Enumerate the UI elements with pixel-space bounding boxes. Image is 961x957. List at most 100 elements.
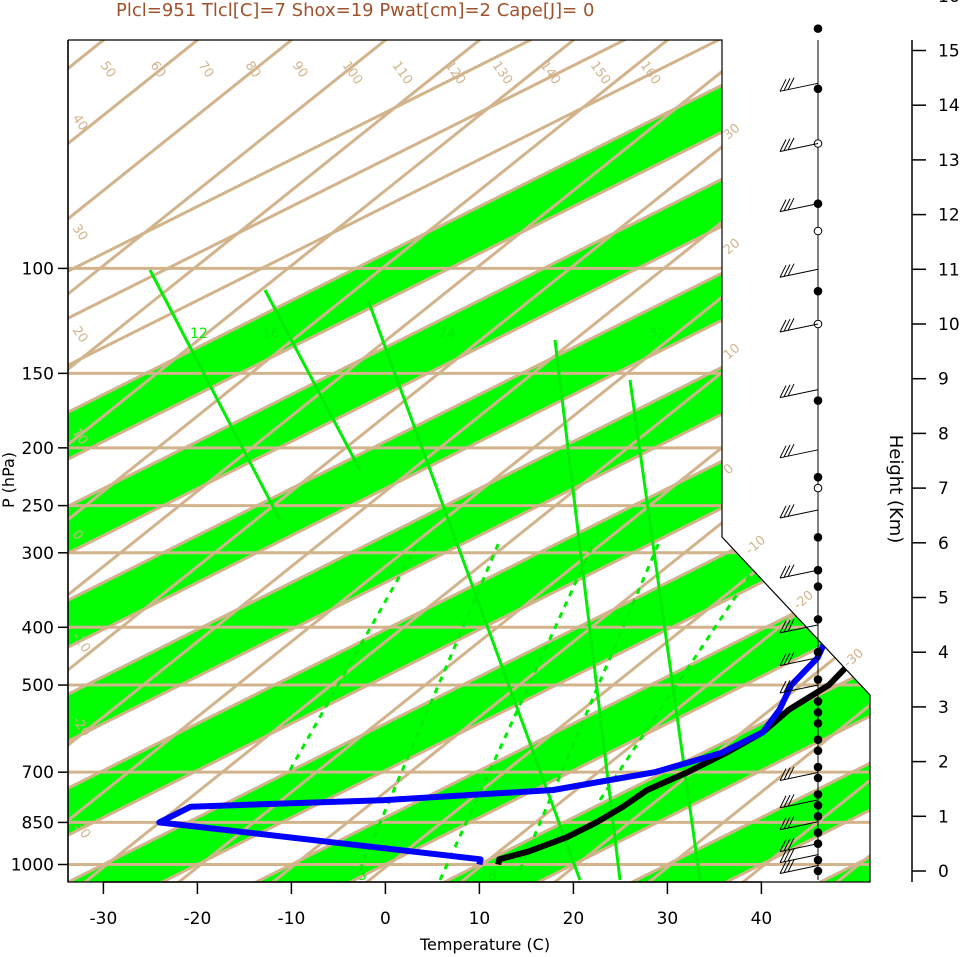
- mixing-ratio-solid: [148, 269, 282, 521]
- wind-barb: [779, 137, 819, 152]
- wind-level-dot: [813, 533, 823, 542]
- isotherm-top-label: 150: [587, 59, 614, 88]
- isotherm-line: [68, 40, 870, 882]
- height-tick-label: 13: [938, 151, 960, 171]
- wind-barb: [779, 504, 819, 519]
- height-tick-label: 11: [938, 260, 960, 280]
- wind-level-dot: [813, 396, 823, 405]
- temperature-tick-label: -20: [184, 909, 212, 929]
- height-axis-label: Height (Km): [885, 435, 906, 544]
- mixing-ratio-label: 12: [190, 326, 208, 342]
- wind-level-dot: [813, 615, 823, 624]
- wind-level-dot: [813, 746, 823, 755]
- wind-level-dot: [813, 762, 823, 772]
- height-tick-label: 2: [938, 753, 949, 773]
- wind-barb: [779, 318, 819, 333]
- height-tick-label: 9: [938, 370, 949, 390]
- height-tick-label: 6: [938, 534, 949, 554]
- moist-band: [216, 40, 870, 882]
- pressure-tick-label: 700: [22, 763, 54, 783]
- wind-barb: [779, 766, 819, 782]
- height-tick-label: 7: [938, 479, 949, 499]
- isotherm-top-label: 130: [489, 59, 516, 88]
- dry-adiabat-line: [623, 40, 870, 882]
- height-tick-label: 10: [938, 315, 960, 335]
- wind-level-dot: [813, 866, 823, 876]
- isotherm-line: [68, 40, 870, 882]
- wind-barb: [779, 383, 819, 399]
- isotherm-left-label: 30: [69, 222, 91, 244]
- pressure-axis: 100 150 200 250 300 400 500 700 850 1000: [11, 40, 69, 882]
- dry-adiabat-line: [68, 40, 600, 882]
- mixing-ratio-dashed: [288, 539, 422, 771]
- wind-level-dot: [813, 286, 823, 296]
- temperature-tick-label: -10: [278, 909, 306, 929]
- wind-barb: [779, 837, 819, 853]
- dry-adiabat-label: 0: [721, 461, 737, 478]
- mixing-ratio-lines: [148, 269, 762, 881]
- wind-level-dot: [813, 708, 823, 717]
- height-axis: 012345678910111213141516: [911, 0, 960, 882]
- dry-adiabat-line: [68, 40, 694, 882]
- dry-adiabat-line: [341, 40, 870, 882]
- isotherm-line: [403, 40, 870, 882]
- mixing-ratio-solid: [366, 299, 582, 881]
- wind-level-dot: [813, 697, 823, 706]
- isotherms: [68, 40, 870, 882]
- dry-adiabat-line: [68, 40, 506, 882]
- wind-level-dot: [813, 582, 823, 591]
- mixing-ratio-label: 8: [488, 868, 497, 884]
- wind-level-dot: [813, 472, 823, 482]
- isotherm-line: [68, 40, 572, 882]
- mixing-ratio-label: 32: [648, 326, 666, 342]
- isotherm-line: [68, 40, 870, 882]
- wind-barb: [779, 859, 819, 875]
- dry-adiabat-label: -10: [743, 533, 769, 558]
- dry-adiabat-line: [68, 40, 412, 882]
- wind-barb: [779, 197, 819, 213]
- wind-level-dot: [813, 812, 823, 821]
- isotherm-line: [68, 40, 870, 882]
- isotherm-line: [68, 40, 760, 882]
- height-tick-label: 5: [938, 589, 949, 609]
- dry-adiabat-label: 20: [721, 236, 743, 258]
- x-axis-label: Temperature (C): [419, 935, 550, 954]
- wind-barb: [779, 77, 819, 92]
- dry-adiabat-line: [68, 40, 870, 882]
- temperature-tick-label: 20: [563, 909, 585, 929]
- wind-level-dot: [813, 719, 823, 728]
- height-tick-label: 15: [938, 42, 960, 62]
- wind-level-dot: [813, 855, 823, 865]
- height-tick-label: 16: [938, 0, 960, 7]
- wind-level-dot: [813, 801, 823, 810]
- pressure-tick-label: 100: [22, 259, 54, 279]
- temperature-tick-label: 40: [751, 909, 773, 929]
- pressure-tick-label: 250: [22, 497, 54, 517]
- height-tick-label: 12: [938, 206, 960, 226]
- wind-level-dot: [813, 773, 823, 783]
- wind-level-open-dot: [813, 226, 823, 236]
- y-axis-label: P (hPa): [0, 452, 18, 508]
- dry-adiabat-label: -20: [791, 588, 817, 613]
- dry-adiabat-line: [68, 40, 870, 882]
- wind-level-dot: [813, 790, 823, 799]
- isotherm-line: [215, 40, 870, 882]
- isotherm-line: [68, 40, 870, 882]
- moist-band: [68, 40, 870, 882]
- dry-adiabat-line: [68, 40, 870, 882]
- wind-barb: [779, 794, 819, 809]
- pressure-tick-label: 1000: [11, 856, 54, 876]
- pressure-tick-label: 850: [22, 813, 54, 833]
- isotherm-line: [68, 40, 854, 882]
- isotherm-top-label: 110: [389, 59, 416, 88]
- wind-barb: [779, 564, 819, 579]
- height-tick-label: 8: [938, 424, 949, 444]
- temperature-tick-label: -30: [90, 909, 118, 929]
- temperature-tick-label: 10: [469, 909, 491, 929]
- height-tick-label: 4: [938, 643, 949, 663]
- pressure-tick-label: 500: [22, 676, 54, 696]
- dry-adiabat-line: [153, 40, 870, 882]
- height-tick-label: 14: [938, 96, 960, 116]
- mixing-ratio-dashed: [438, 539, 597, 881]
